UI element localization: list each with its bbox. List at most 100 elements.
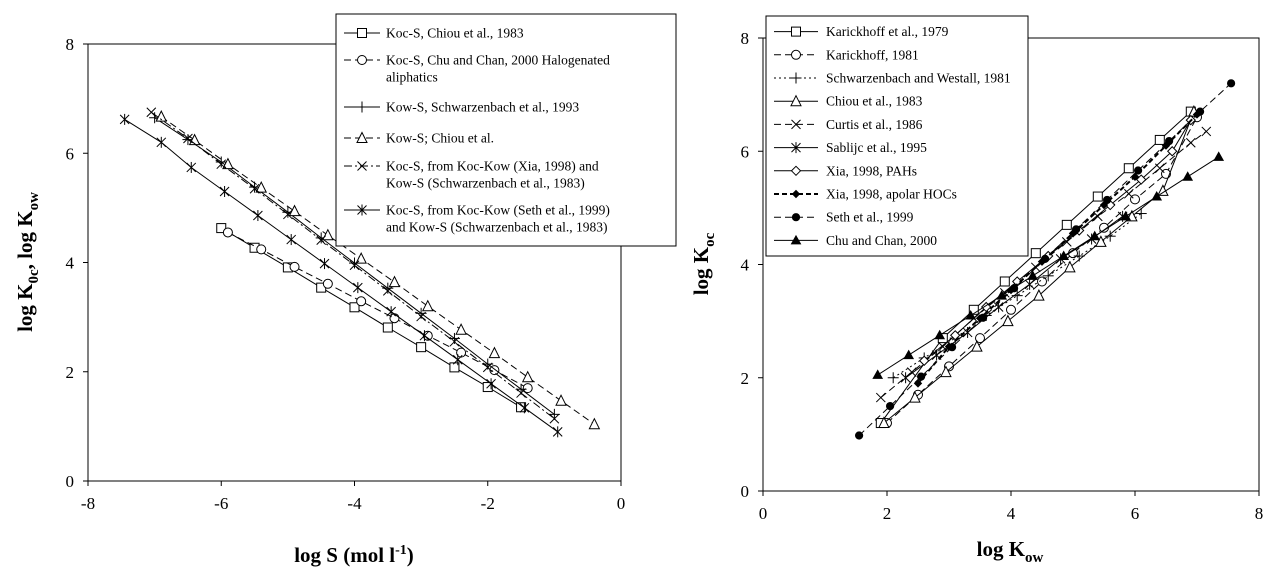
right-y-axis-title: log Koc (689, 232, 718, 295)
data-point (878, 416, 890, 429)
data-point (1037, 276, 1047, 287)
legend-swatch-marker (356, 131, 368, 143)
series-5 (146, 107, 560, 424)
data-point (452, 354, 463, 366)
data-point (588, 417, 601, 430)
data-point (900, 372, 911, 384)
x-tick-label: 6 (1131, 504, 1140, 523)
data-point (1104, 230, 1116, 242)
legend-label: Kow-S, Schwarzenbach et al., 1993 (386, 100, 579, 115)
data-point (979, 313, 988, 322)
data-point (1120, 210, 1132, 221)
data-point (356, 296, 367, 307)
data-point (555, 394, 567, 406)
data-point (968, 304, 979, 315)
x-tick-label: -2 (481, 494, 495, 513)
data-point (965, 309, 977, 320)
data-point (1135, 174, 1147, 185)
y-tick-label: 2 (66, 363, 75, 382)
data-point (855, 431, 864, 440)
data-point (319, 258, 330, 270)
series-line (161, 116, 595, 425)
data-point (1123, 188, 1134, 199)
data-point (155, 110, 168, 122)
series-line (905, 215, 1123, 379)
data-point (255, 181, 268, 193)
y-tick-label: 0 (66, 472, 75, 491)
data-point (222, 227, 233, 238)
data-point (1154, 134, 1165, 145)
data-point (283, 209, 293, 220)
data-point (416, 342, 427, 353)
data-point (186, 161, 197, 173)
data-point (1165, 136, 1174, 146)
data-point (486, 378, 496, 390)
legend-label: Sablijc et al., 1995 (826, 140, 927, 155)
legend-label: Curtis et al., 1986 (826, 117, 923, 132)
series-line (917, 113, 1198, 385)
data-point (971, 339, 983, 352)
data-point (422, 330, 433, 341)
data-point (903, 349, 915, 360)
legend-label: Kow-S; Chiou et al. (386, 131, 494, 146)
data-point (352, 282, 363, 294)
legend-swatch-marker (357, 161, 367, 171)
x-tick-label: 4 (1007, 504, 1016, 523)
data-point (549, 413, 560, 424)
data-point (975, 333, 985, 344)
series-line (221, 227, 522, 408)
legend-label: Koc-S, Chiou et al., 1983 (386, 26, 524, 41)
right-legend: Karickhoff et al., 1979 Karickhoff, 1981 S… (765, 15, 1029, 257)
legend-swatch-marker (790, 94, 802, 107)
left-series-layer (119, 107, 601, 438)
data-point (388, 275, 401, 288)
data-point (1201, 126, 1212, 137)
data-point (1103, 195, 1112, 205)
data-point (1006, 304, 1016, 315)
legend-swatch-marker (357, 204, 367, 216)
data-point (1213, 151, 1225, 161)
data-point (289, 261, 300, 272)
data-point (222, 157, 234, 170)
legend-swatch-marker (357, 28, 367, 38)
legend-swatch-marker (790, 165, 802, 177)
data-point (1027, 270, 1039, 280)
legend-box (335, 13, 677, 247)
data-point (918, 355, 930, 366)
series-2 (222, 227, 533, 394)
right-ticks: 0 2 4 6 8 0 2 4 6 8 (741, 29, 1264, 523)
data-point (482, 362, 493, 373)
legend-swatch-marker (356, 101, 368, 113)
data-point (449, 336, 460, 347)
data-point (456, 347, 467, 358)
legend-box (765, 15, 1029, 257)
series-4 (878, 104, 1200, 429)
legend-swatch-marker (791, 119, 801, 130)
data-point (1030, 248, 1041, 259)
data-point (1157, 184, 1169, 196)
data-point (1064, 260, 1076, 273)
data-point (1024, 278, 1035, 290)
right-chart: 0 2 4 6 8 0 2 4 6 8 log Kow log Koc Karickhoff et… (689, 15, 1264, 566)
legend-label: Karickhoff et al., 1979 (826, 24, 949, 39)
data-point (1135, 208, 1147, 220)
data-point (416, 311, 426, 322)
series-10 (872, 151, 1225, 379)
legend-swatch-marker (790, 72, 802, 84)
data-point (349, 260, 360, 271)
series-line (227, 232, 528, 389)
legend-label: Koc-S, from Koc-Kow (Seth et al., 1999) a… (386, 203, 610, 235)
data-point (322, 278, 333, 289)
data-point (386, 306, 396, 318)
y-tick-label: 6 (66, 144, 75, 163)
data-point (1089, 230, 1101, 241)
data-point (322, 228, 334, 241)
data-point (1182, 171, 1194, 181)
x-tick-label: -4 (347, 494, 362, 513)
legend-label: Karickhoff, 1981 (826, 47, 919, 62)
y-tick-label: 4 (66, 254, 75, 273)
data-point (552, 426, 563, 438)
legend-swatch-marker (791, 189, 801, 199)
x-tick-label: 0 (617, 494, 626, 513)
